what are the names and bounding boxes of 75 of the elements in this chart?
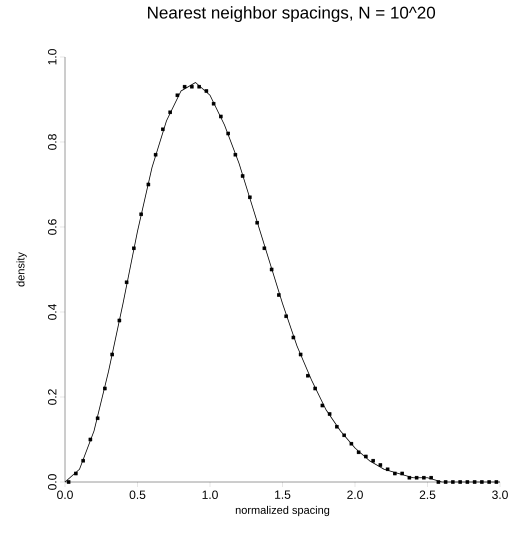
point (393, 472, 397, 476)
y-tick-label: 0.8 (48, 134, 56, 150)
point (132, 246, 136, 250)
point (313, 386, 317, 390)
x-tick-label: 0.0 (57, 490, 73, 500)
point (356, 450, 360, 454)
point (494, 480, 498, 484)
y-tick-label: 0.4 (48, 304, 56, 320)
point (306, 374, 310, 378)
y-axis-title: density (16, 252, 27, 286)
point (480, 480, 484, 484)
point (444, 480, 448, 484)
x-tick-label: 1.0 (202, 490, 218, 500)
point (96, 416, 100, 420)
point (81, 458, 85, 463)
point (284, 314, 288, 318)
point (248, 195, 252, 200)
point (292, 336, 296, 340)
point (342, 433, 346, 438)
x-tick-label: 0.5 (130, 490, 146, 500)
point (74, 472, 78, 476)
point (386, 467, 390, 472)
point (168, 110, 172, 114)
point (277, 293, 281, 297)
point (262, 246, 266, 250)
point (66, 480, 70, 484)
point (161, 127, 165, 132)
y-tick-label: 1.0 (48, 49, 56, 64)
point (466, 480, 470, 484)
point (219, 114, 223, 118)
point (487, 480, 491, 484)
point (422, 476, 426, 480)
x-tick-label: 2.5 (420, 490, 436, 500)
point (400, 472, 404, 476)
point (371, 458, 375, 463)
point (458, 480, 462, 484)
point (414, 476, 418, 480)
point (234, 152, 238, 157)
point (110, 352, 114, 356)
point (176, 93, 180, 98)
point (190, 84, 194, 89)
point (364, 454, 368, 458)
point (328, 412, 332, 416)
point (226, 132, 230, 136)
point (146, 182, 150, 186)
point (204, 89, 208, 93)
point (182, 84, 186, 89)
point (451, 480, 455, 484)
point (408, 476, 412, 480)
point (255, 220, 259, 225)
point (212, 102, 216, 106)
point (124, 280, 128, 284)
y-tick-label: 0.2 (48, 389, 56, 405)
point (320, 404, 324, 408)
x-axis-title: normalized spacing (236, 506, 330, 516)
chart-title: Nearest neighbor spacings, N = 10^20 (148, 6, 436, 22)
x-tick-label: 1.5 (275, 490, 290, 499)
point (429, 476, 433, 480)
point (240, 174, 244, 178)
point (378, 463, 382, 467)
point (350, 442, 354, 446)
point (335, 424, 339, 429)
point (197, 84, 201, 89)
point (298, 352, 302, 356)
point (88, 438, 92, 442)
point (270, 268, 274, 272)
point (103, 386, 107, 390)
y-tick-label: 0.6 (48, 219, 56, 235)
x-tick-label: 3.0 (492, 490, 508, 500)
point (139, 212, 143, 216)
point (472, 480, 476, 484)
point (154, 152, 158, 157)
point (436, 480, 440, 484)
point (118, 318, 122, 322)
x-tick-label: 2.0 (347, 490, 363, 500)
